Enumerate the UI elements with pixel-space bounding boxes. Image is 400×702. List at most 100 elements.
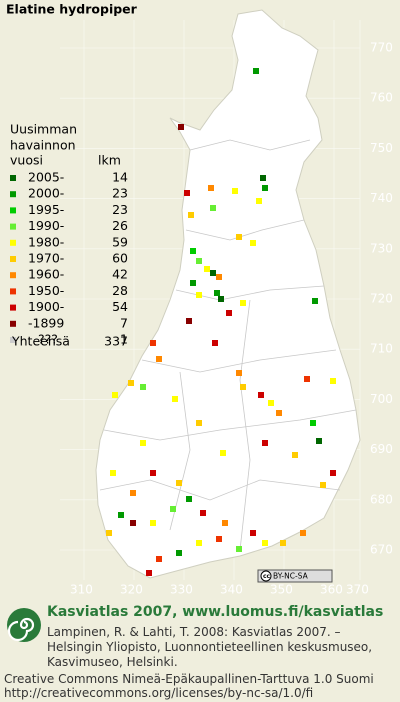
occurrence-square bbox=[312, 298, 318, 304]
occurrence-square bbox=[310, 420, 316, 426]
legend-count: 14 bbox=[112, 170, 128, 185]
y-grid-label: 730 bbox=[370, 241, 393, 255]
y-grid-label: 680 bbox=[370, 492, 393, 506]
occurrence-square bbox=[220, 450, 226, 456]
occurrence-square bbox=[186, 496, 192, 502]
occurrence-square bbox=[218, 296, 224, 302]
region-borders bbox=[99, 139, 357, 551]
legend-heading: havainnon bbox=[10, 138, 76, 153]
occurrence-square bbox=[240, 300, 246, 306]
map: Elatine hydropiper Uusimmanhavainnonvuos… bbox=[6, 2, 393, 597]
occurrence-square bbox=[110, 470, 116, 476]
occurrence-square bbox=[146, 570, 152, 576]
occurrence-square bbox=[190, 280, 196, 286]
occurrence-square bbox=[330, 470, 336, 476]
legend-label: 1900- bbox=[28, 299, 64, 314]
occurrence-square bbox=[262, 540, 268, 546]
occurrence-square bbox=[262, 440, 268, 446]
citation-1: Lampinen, R. & Lahti, T. 2008: Kasviatla… bbox=[47, 625, 341, 639]
x-grid-label: 360 bbox=[320, 583, 343, 597]
occurrence-square bbox=[178, 124, 184, 130]
license-2: http://creativecommons.org/licenses/by-n… bbox=[4, 686, 314, 700]
occurrence-square bbox=[156, 556, 162, 562]
occurrence-square bbox=[156, 356, 162, 362]
occurrence-square bbox=[204, 266, 210, 272]
occurrence-square bbox=[118, 512, 124, 518]
legend-swatch bbox=[10, 304, 16, 311]
legend-total: 337 bbox=[104, 334, 128, 349]
y-grid-label: 770 bbox=[370, 41, 393, 55]
legend-label: ??? bbox=[38, 332, 58, 347]
y-grid-label: 710 bbox=[370, 342, 393, 356]
occurrence-square bbox=[280, 540, 286, 546]
occurrence-square bbox=[212, 340, 218, 346]
y-grid-label: 670 bbox=[370, 543, 393, 557]
finland-outline bbox=[95, 9, 361, 579]
occurrence-square bbox=[304, 376, 310, 382]
occurrence-square bbox=[112, 392, 118, 398]
y-grid-label: 690 bbox=[370, 442, 393, 456]
legend-swatch bbox=[10, 272, 16, 279]
occurrence-square bbox=[256, 198, 262, 204]
citation-2: Helsingin Yliopisto, Luonnontieteellinen… bbox=[47, 640, 373, 654]
legend-count: 54 bbox=[112, 299, 128, 314]
license-1: Creative Commons Nimeä-Epäkaupallinen-Ta… bbox=[4, 672, 374, 686]
occurrence-square bbox=[210, 205, 216, 211]
legend-label: 1960- bbox=[28, 267, 64, 282]
occurrence-square bbox=[172, 396, 178, 402]
occurrence-square bbox=[236, 546, 242, 552]
occurrence-square bbox=[150, 340, 156, 346]
occurrence-square bbox=[222, 520, 228, 526]
legend-count: 7 bbox=[120, 315, 128, 330]
occurrence-square bbox=[150, 520, 156, 526]
occurrence-square bbox=[188, 212, 194, 218]
legend-label: 1950- bbox=[28, 283, 64, 298]
occurrence-square bbox=[140, 384, 146, 390]
legend-swatch bbox=[10, 175, 16, 181]
legend-count: 59 bbox=[112, 234, 128, 249]
occurrence-square bbox=[196, 258, 202, 264]
occurrence-square bbox=[176, 480, 182, 486]
legend-label: 1980- bbox=[28, 234, 64, 249]
occurrence-square bbox=[140, 440, 146, 446]
occurrence-square bbox=[106, 530, 112, 536]
svg-text:cc: cc bbox=[263, 573, 271, 580]
occurrence-square bbox=[200, 510, 206, 516]
occurrence-square bbox=[196, 420, 202, 426]
legend-label: 1995- bbox=[28, 202, 64, 217]
cc-badge: cc BY-NC-SA bbox=[257, 569, 333, 583]
x-grid-label: 320 bbox=[120, 583, 143, 597]
x-grid-label: 350 bbox=[270, 583, 293, 597]
legend-col-year: vuosi bbox=[10, 153, 43, 168]
legend-swatch bbox=[10, 256, 16, 262]
occurrence-square bbox=[253, 68, 259, 74]
legend-count: 60 bbox=[112, 251, 128, 266]
y-grid-label: 720 bbox=[370, 292, 393, 306]
citation-3: Kasvimuseo, Helsinki. bbox=[47, 655, 178, 669]
occurrence-square bbox=[320, 482, 326, 488]
logo bbox=[7, 608, 41, 642]
x-grid-label: 310 bbox=[70, 583, 93, 597]
occurrence-square bbox=[250, 530, 256, 536]
occurrence-square bbox=[258, 392, 264, 398]
y-grid-label: 760 bbox=[370, 91, 393, 105]
occurrence-square bbox=[216, 536, 222, 542]
legend-count: 26 bbox=[112, 218, 128, 233]
occurrence-square bbox=[232, 188, 238, 194]
legend-swatch bbox=[10, 239, 16, 246]
legend-swatch bbox=[10, 337, 16, 343]
occurrence-square bbox=[300, 530, 306, 536]
occurrence-square bbox=[250, 240, 256, 246]
occurrence-square bbox=[262, 185, 268, 191]
legend-label: 2000- bbox=[28, 186, 64, 201]
occurrence-square bbox=[190, 248, 196, 254]
legend-swatch bbox=[10, 191, 16, 198]
occurrence-square bbox=[330, 378, 336, 384]
legend-label: 1990- bbox=[28, 218, 64, 233]
legend-count: 1 bbox=[120, 332, 128, 347]
occurrence-square bbox=[176, 550, 182, 556]
occurrence-square bbox=[268, 400, 274, 406]
occurrence-square bbox=[128, 380, 134, 386]
legend-heading: Uusimman bbox=[10, 122, 77, 137]
